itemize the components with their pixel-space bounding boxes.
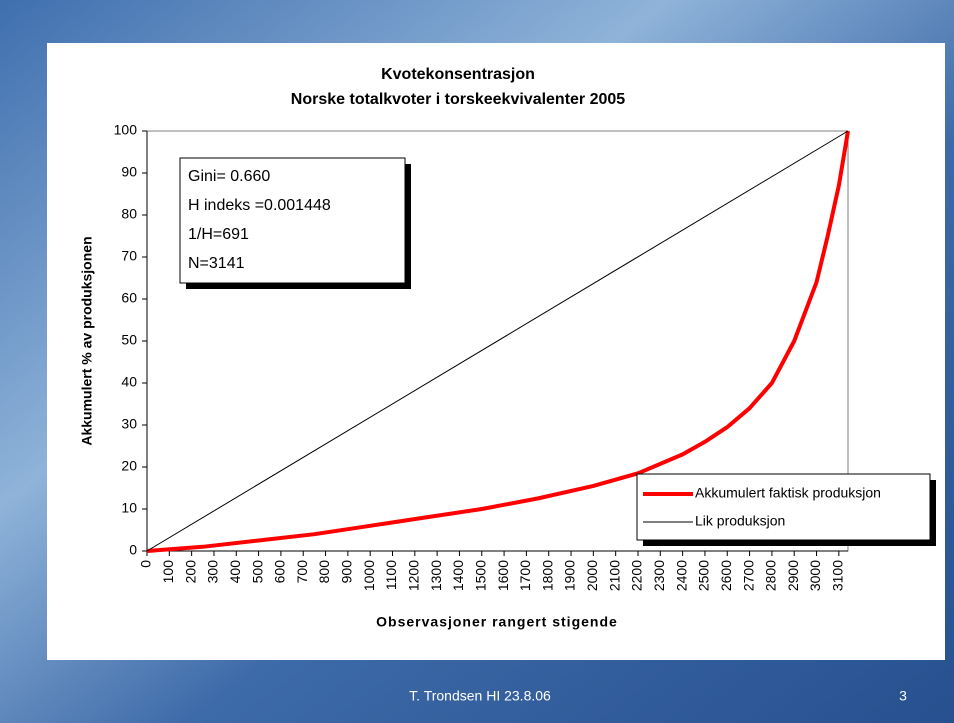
annotation-text: Gini= 0.660: [188, 168, 270, 185]
x-tick-label: 3000: [807, 560, 823, 591]
y-tick-label: 40: [121, 374, 137, 390]
x-tick-label: 2300: [651, 560, 667, 591]
x-axis-label: Observasjoner rangert stigende: [376, 614, 618, 630]
x-tick-label: 0: [138, 560, 154, 568]
x-tick-label: 300: [205, 560, 221, 584]
x-tick-label: 1000: [361, 560, 377, 591]
chart-panel: [47, 43, 945, 660]
annotation-text: 1/H=691: [188, 226, 249, 243]
annotation-text: N=3141: [188, 255, 245, 272]
x-tick-label: 900: [339, 560, 355, 584]
annotation-box: [179, 157, 406, 284]
x-tick-label: 2900: [785, 560, 801, 591]
x-tick-label: 1900: [562, 560, 578, 591]
x-tick-label: 700: [294, 560, 310, 584]
y-tick-label: 50: [121, 332, 137, 348]
y-tick-label: 30: [121, 416, 137, 432]
x-tick-label: 1800: [539, 560, 555, 591]
y-tick-label: 100: [114, 122, 138, 138]
y-tick-label: 0: [129, 542, 137, 558]
annotation-text: H indeks =0.001448: [188, 197, 331, 214]
x-tick-label: 100: [160, 560, 176, 584]
x-tick-label: 1100: [383, 560, 399, 590]
y-axis-label: Akkumulert % av produksjonen: [79, 236, 95, 445]
chart-title: Kvotekonsentrasjon: [381, 66, 535, 83]
x-tick-label: 800: [316, 560, 332, 584]
y-tick-label: 80: [121, 206, 137, 222]
legend-box: [636, 473, 931, 541]
legend-label: Akkumulert faktisk produksjon: [695, 485, 881, 501]
chart-subtitle: Norske totalkvoter i torskeekvivalenter …: [291, 91, 626, 108]
y-tick-label: 10: [121, 500, 137, 516]
x-tick-label: 2200: [629, 560, 645, 591]
x-tick-label: 2000: [584, 560, 600, 591]
series-line: [146, 130, 850, 553]
page-number: 3: [899, 688, 907, 704]
x-tick-label: 2600: [718, 560, 734, 591]
x-tick-label: 1500: [472, 560, 488, 591]
x-tick-label: 400: [227, 560, 243, 584]
y-tick-label: 20: [121, 458, 137, 474]
x-tick-label: 1400: [450, 560, 466, 591]
x-tick-label: 1300: [428, 560, 444, 591]
x-tick-label: 2500: [696, 560, 712, 591]
x-tick-label: 1700: [517, 560, 533, 591]
y-tick-label: 90: [121, 164, 137, 180]
x-tick-label: 200: [182, 560, 198, 584]
x-tick-label: 1600: [495, 560, 511, 591]
y-tick-label: 70: [121, 248, 137, 264]
footer: T. Trondsen HI 23.8.06: [409, 688, 551, 704]
x-tick-label: 1200: [406, 560, 422, 591]
x-tick-label: 600: [272, 560, 288, 584]
series-line: [146, 130, 849, 552]
y-tick-label: 60: [121, 290, 137, 306]
x-tick-label: 2700: [740, 560, 756, 591]
x-tick-label: 3100: [830, 560, 846, 591]
x-tick-label: 2800: [763, 560, 779, 591]
x-tick-label: 500: [249, 560, 265, 584]
x-tick-label: 2400: [673, 560, 689, 591]
x-tick-label: 2100: [606, 560, 622, 591]
legend-label: Lik produksjon: [695, 513, 785, 529]
